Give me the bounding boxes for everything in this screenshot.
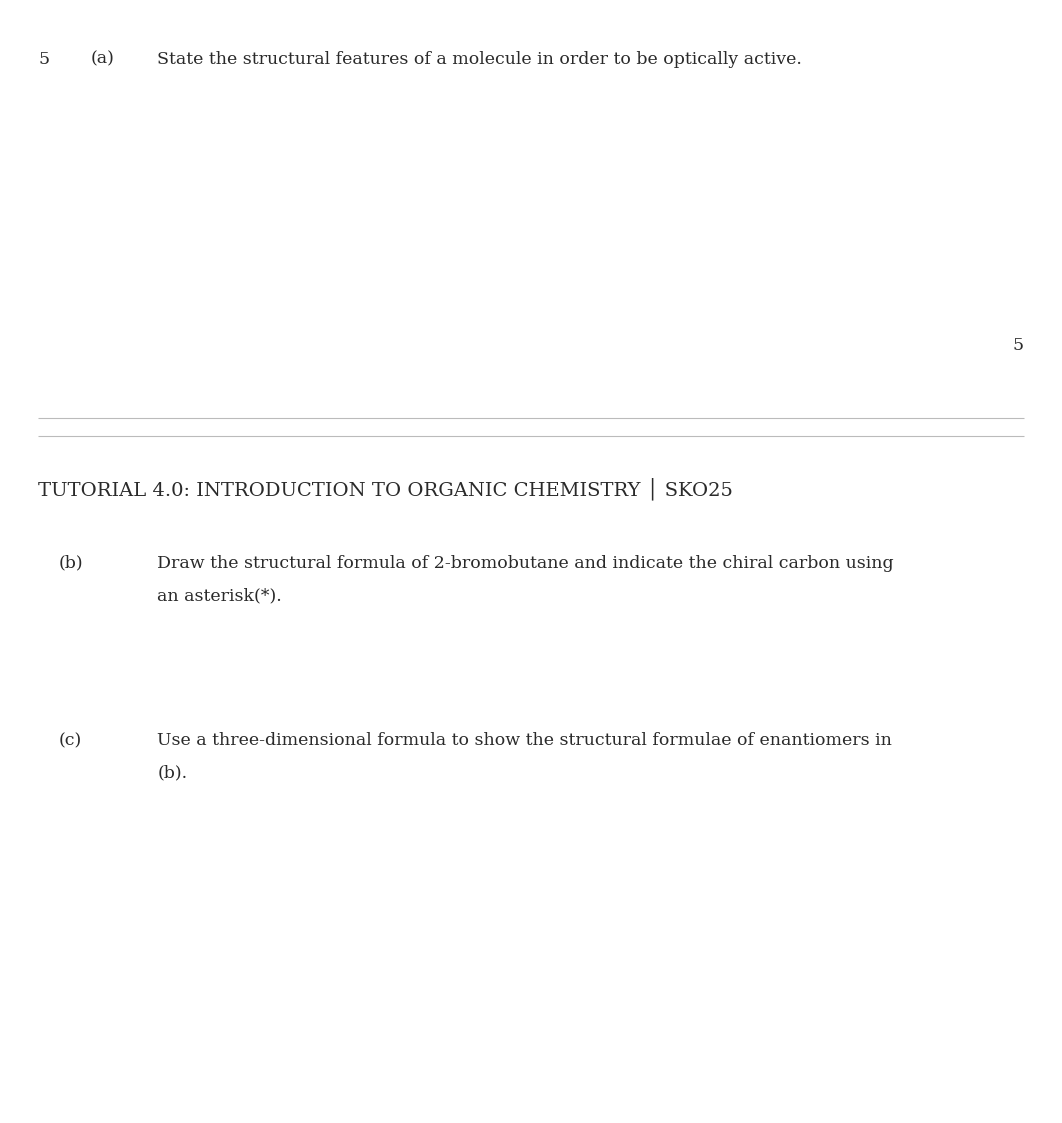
Text: Draw the structural formula of 2-bromobutane and indicate the chiral carbon usin: Draw the structural formula of 2-bromobu… (157, 555, 894, 572)
Text: Use a three-dimensional formula to show the structural formulae of enantiomers i: Use a three-dimensional formula to show … (157, 732, 892, 749)
Text: (a): (a) (90, 51, 114, 67)
Text: (b).: (b). (157, 765, 187, 782)
Text: an asterisk(*).: an asterisk(*). (157, 587, 281, 604)
Text: TUTORIAL 4.0: INTRODUCTION TO ORGANIC CHEMISTRY │ SKO25: TUTORIAL 4.0: INTRODUCTION TO ORGANIC CH… (38, 477, 733, 500)
Text: (b): (b) (58, 555, 83, 572)
Text: 5: 5 (1013, 337, 1024, 354)
Text: (c): (c) (58, 732, 82, 749)
Text: 5: 5 (38, 51, 49, 67)
Text: State the structural features of a molecule in order to be optically active.: State the structural features of a molec… (157, 51, 802, 67)
